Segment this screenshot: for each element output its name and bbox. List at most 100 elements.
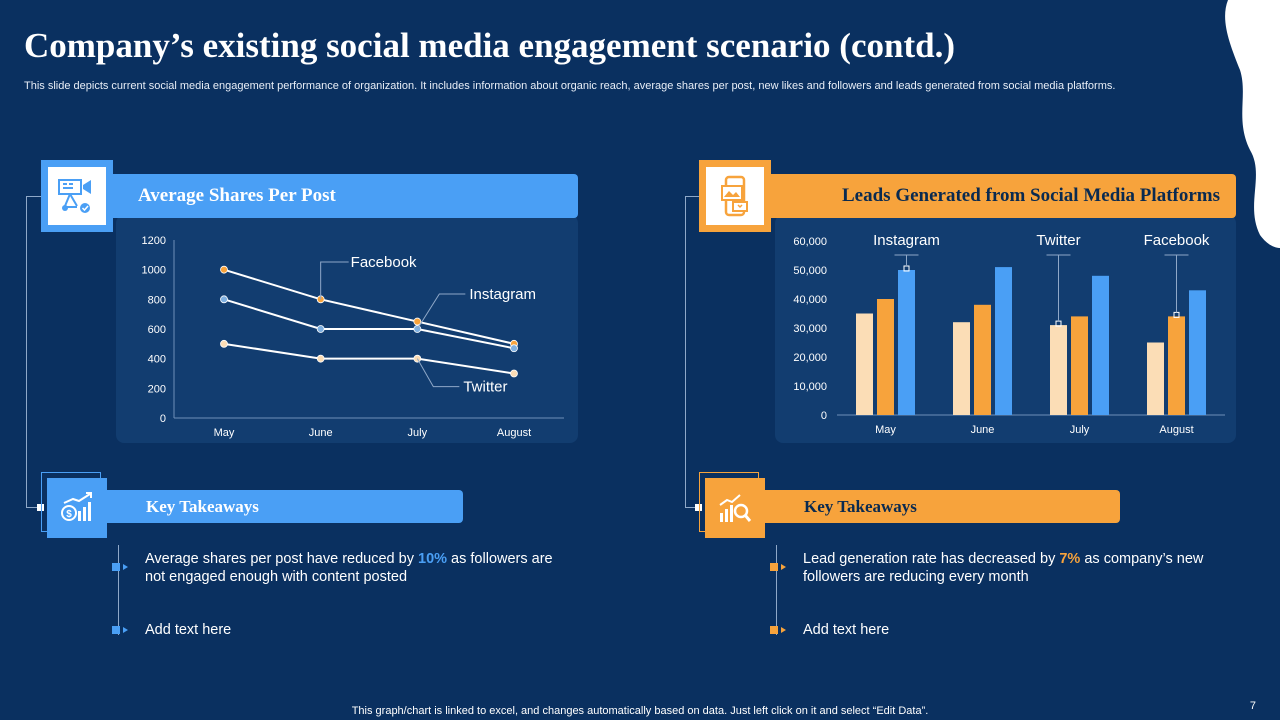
line-x-tick-label: August [497, 427, 531, 439]
slide-subtitle: This slide depicts current social media … [24, 80, 1116, 92]
analytics-presentation-icon [48, 167, 106, 225]
line-x-tick-label: July [408, 427, 428, 439]
right-key-takeaways-bar: Key Takeaways [706, 490, 1120, 523]
annotation-twitter: Twitter [463, 379, 507, 396]
line-point-facebook [413, 317, 422, 326]
corner-decoration [1225, 0, 1280, 248]
line-point-instagram [510, 344, 518, 353]
bar-may-series-1 [856, 313, 873, 415]
line-point-instagram [316, 325, 325, 333]
line-y-tick-label: 800 [148, 294, 166, 306]
line-point-twitter [316, 354, 325, 363]
line-y-tick-label: 1000 [142, 265, 166, 277]
left-connector-top [26, 196, 42, 197]
right-connector-vertical [685, 196, 686, 508]
annotation-leader-twitter [416, 358, 460, 388]
line-x-tick-label: May [214, 427, 235, 439]
bar-july-series-1 [1050, 325, 1067, 415]
bar-july-series-2 [1071, 316, 1088, 415]
right-bullet-marker-2 [770, 626, 786, 634]
money-growth-chart-icon: $ [61, 492, 92, 521]
bar-y-tick-label: 60,000 [793, 236, 827, 248]
bar-x-tick-label: July [1070, 424, 1090, 436]
left-key-takeaways-icon-box: $ [41, 472, 107, 538]
line-series-instagram [223, 298, 515, 350]
left-highlight-value: 10% [418, 551, 448, 567]
line-point-twitter [510, 369, 518, 378]
left-bullet-2: Add text here [145, 622, 232, 638]
annotation-facebook: Facebook [351, 254, 417, 271]
shares-header-title: Average Shares Per Post [138, 185, 336, 206]
analytics-search-icon [719, 494, 752, 522]
leads-bar-chart: 0 10,000 20,000 30,000 40,000 50,000 60,000 May… [793, 232, 1225, 436]
bar-y-tick-label: 40,000 [793, 294, 827, 306]
bar-y-tick-label: 50,000 [793, 265, 827, 277]
annotation-instagram: Instagram [469, 286, 536, 303]
line-point-facebook [220, 265, 228, 274]
bar-x-tick-label: May [875, 424, 896, 436]
bar-x-tick-label: June [971, 424, 995, 436]
right-connector-bottom [685, 507, 701, 508]
annotation-leader-instagram [416, 293, 466, 330]
line-y-tick-label: 200 [148, 383, 166, 395]
line-point-twitter [220, 339, 228, 348]
bar-july-series-3 [1092, 275, 1109, 415]
left-key-takeaways-bar: Key Takeaways [48, 490, 463, 523]
line-y-tick-label: 400 [148, 354, 166, 366]
left-bullet-1: Average shares per post have reduced by … [145, 551, 553, 585]
left-bullet-marker-1 [112, 563, 128, 571]
bar-y-tick-label: 0 [821, 410, 827, 422]
bar-annotation-marker [1055, 320, 1062, 327]
bar-june-series-2 [974, 304, 991, 415]
bar-annotation-leader-facebook [1164, 254, 1189, 313]
bar-august-series-1 [1147, 342, 1164, 415]
leads-header-title: Leads Generated from Social Media Platfo… [842, 185, 1220, 206]
bar-august-series-3 [1189, 290, 1206, 415]
shares-icon-box [41, 160, 113, 232]
right-bullets-line [776, 545, 777, 635]
bar-y-tick-label: 20,000 [793, 352, 827, 364]
line-x-tick-label: June [309, 427, 333, 439]
footnote: This graph/chart is linked to excel, and… [351, 705, 929, 717]
leads-header-bar: Leads Generated from Social Media Platfo… [760, 174, 1236, 218]
bar-may-series-2 [877, 299, 894, 415]
right-key-takeaways-icon-box [699, 472, 765, 538]
line-series-twitter [223, 342, 515, 375]
left-bullet-marker-2 [112, 626, 128, 634]
mobile-marketing-icon [706, 167, 764, 225]
bar-x-tick-label: August [1159, 424, 1193, 436]
line-y-tick-label: 600 [148, 324, 166, 336]
annotation-leader-facebook [320, 261, 349, 300]
right-connector-node [695, 504, 702, 511]
bar-june-series-3 [995, 267, 1012, 415]
shares-header-bar: Average Shares Per Post [100, 174, 578, 218]
line-y-tick-label: 0 [160, 413, 166, 425]
right-highlight-value: 7% [1059, 551, 1081, 567]
left-connector-vertical [26, 196, 27, 508]
bar-annotation-twitter: Twitter [1036, 232, 1080, 249]
right-key-takeaways-label: Key Takeaways [804, 496, 917, 516]
right-bullet-marker-1 [770, 563, 786, 571]
left-bullets-line [118, 545, 119, 635]
bar-y-tick-label: 10,000 [793, 381, 827, 393]
bar-may-series-3 [898, 270, 915, 415]
bar-annotation-leader-twitter [1046, 254, 1071, 322]
bar-annotation-leader-instagram [894, 254, 919, 266]
shares-line-chart: 0 200 400 600 800 1000 1200 May June July August Fa… [142, 235, 564, 439]
left-connector-bottom [26, 507, 42, 508]
bar-june-series-1 [953, 322, 970, 415]
right-connector-top [685, 196, 701, 197]
right-bullet-1: Lead generation rate has decreased by 7%… [803, 551, 1204, 585]
svg-text:$: $ [66, 509, 72, 520]
bar-y-tick-label: 30,000 [793, 323, 827, 335]
left-key-takeaways-label: Key Takeaways [146, 496, 259, 516]
right-bullet-2: Add text here [803, 622, 890, 638]
slide-title: Company’s existing social media engageme… [24, 26, 955, 65]
page-number: 7 [1249, 700, 1256, 712]
bar-annotation-instagram: Instagram [873, 232, 940, 249]
line-point-instagram [220, 295, 228, 304]
bar-annotation-facebook: Facebook [1144, 232, 1210, 249]
line-series-facebook [223, 268, 515, 345]
leads-icon-box [699, 160, 771, 232]
left-connector-node [37, 504, 44, 511]
